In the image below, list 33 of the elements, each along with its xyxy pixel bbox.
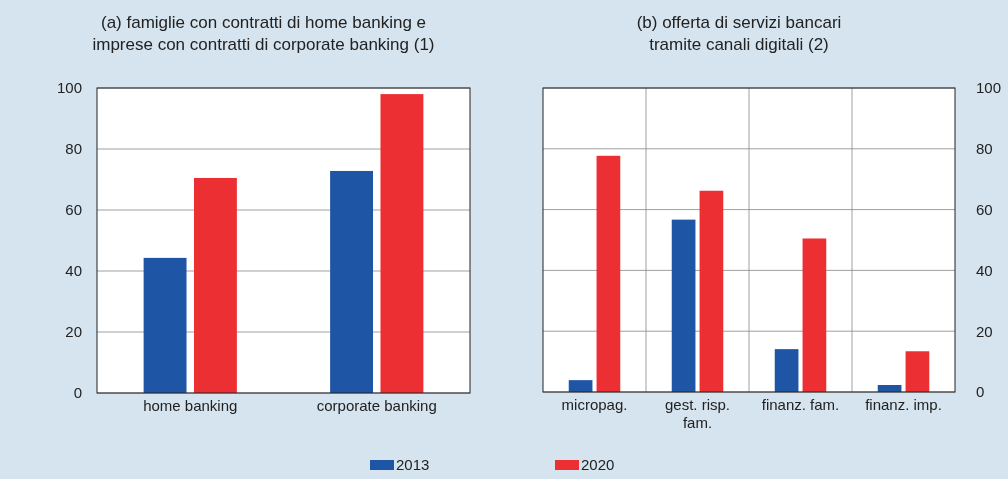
y-tick-label: 20 xyxy=(976,322,993,340)
x-tick-label: micropag. xyxy=(561,396,628,413)
bar xyxy=(380,94,424,393)
chart-title: (b) offerta di servizi bancari tramite canali digitali (2) xyxy=(636,13,842,54)
y-tick-label: 60 xyxy=(65,201,82,219)
legend-label: 2020 xyxy=(581,456,615,473)
bar xyxy=(596,155,621,392)
bar xyxy=(699,190,724,392)
y-tick-label: 100 xyxy=(56,79,82,97)
y-tick-label: 40 xyxy=(65,262,82,280)
bar xyxy=(143,257,187,393)
x-tick-label: gest. risp. fam. xyxy=(664,396,731,431)
y-tick-label: 0 xyxy=(73,384,82,402)
bar xyxy=(802,238,827,392)
legend-label: 2013 xyxy=(396,456,430,473)
y-tick-label: 80 xyxy=(65,140,82,158)
bar xyxy=(671,219,696,392)
x-tick-label: finanz. imp. xyxy=(865,396,942,413)
bar xyxy=(568,380,593,392)
bar xyxy=(774,349,799,392)
chart-title: (a) famiglie con contratti di home banking e imprese con contratti di corporate banking (1) xyxy=(92,13,435,54)
y-tick-label: 60 xyxy=(976,200,993,218)
y-tick-label: 20 xyxy=(65,323,82,341)
bar xyxy=(193,177,237,393)
bar xyxy=(330,170,374,393)
y-tick-label: 100 xyxy=(976,79,1002,97)
x-tick-label: corporate banking xyxy=(316,397,437,414)
x-tick-label: finanz. fam. xyxy=(761,396,840,413)
y-tick-label: 0 xyxy=(976,383,985,401)
y-tick-label: 40 xyxy=(976,261,993,279)
bar xyxy=(905,351,930,392)
y-tick-label: 80 xyxy=(976,140,993,158)
x-tick-label: home banking xyxy=(143,397,238,414)
